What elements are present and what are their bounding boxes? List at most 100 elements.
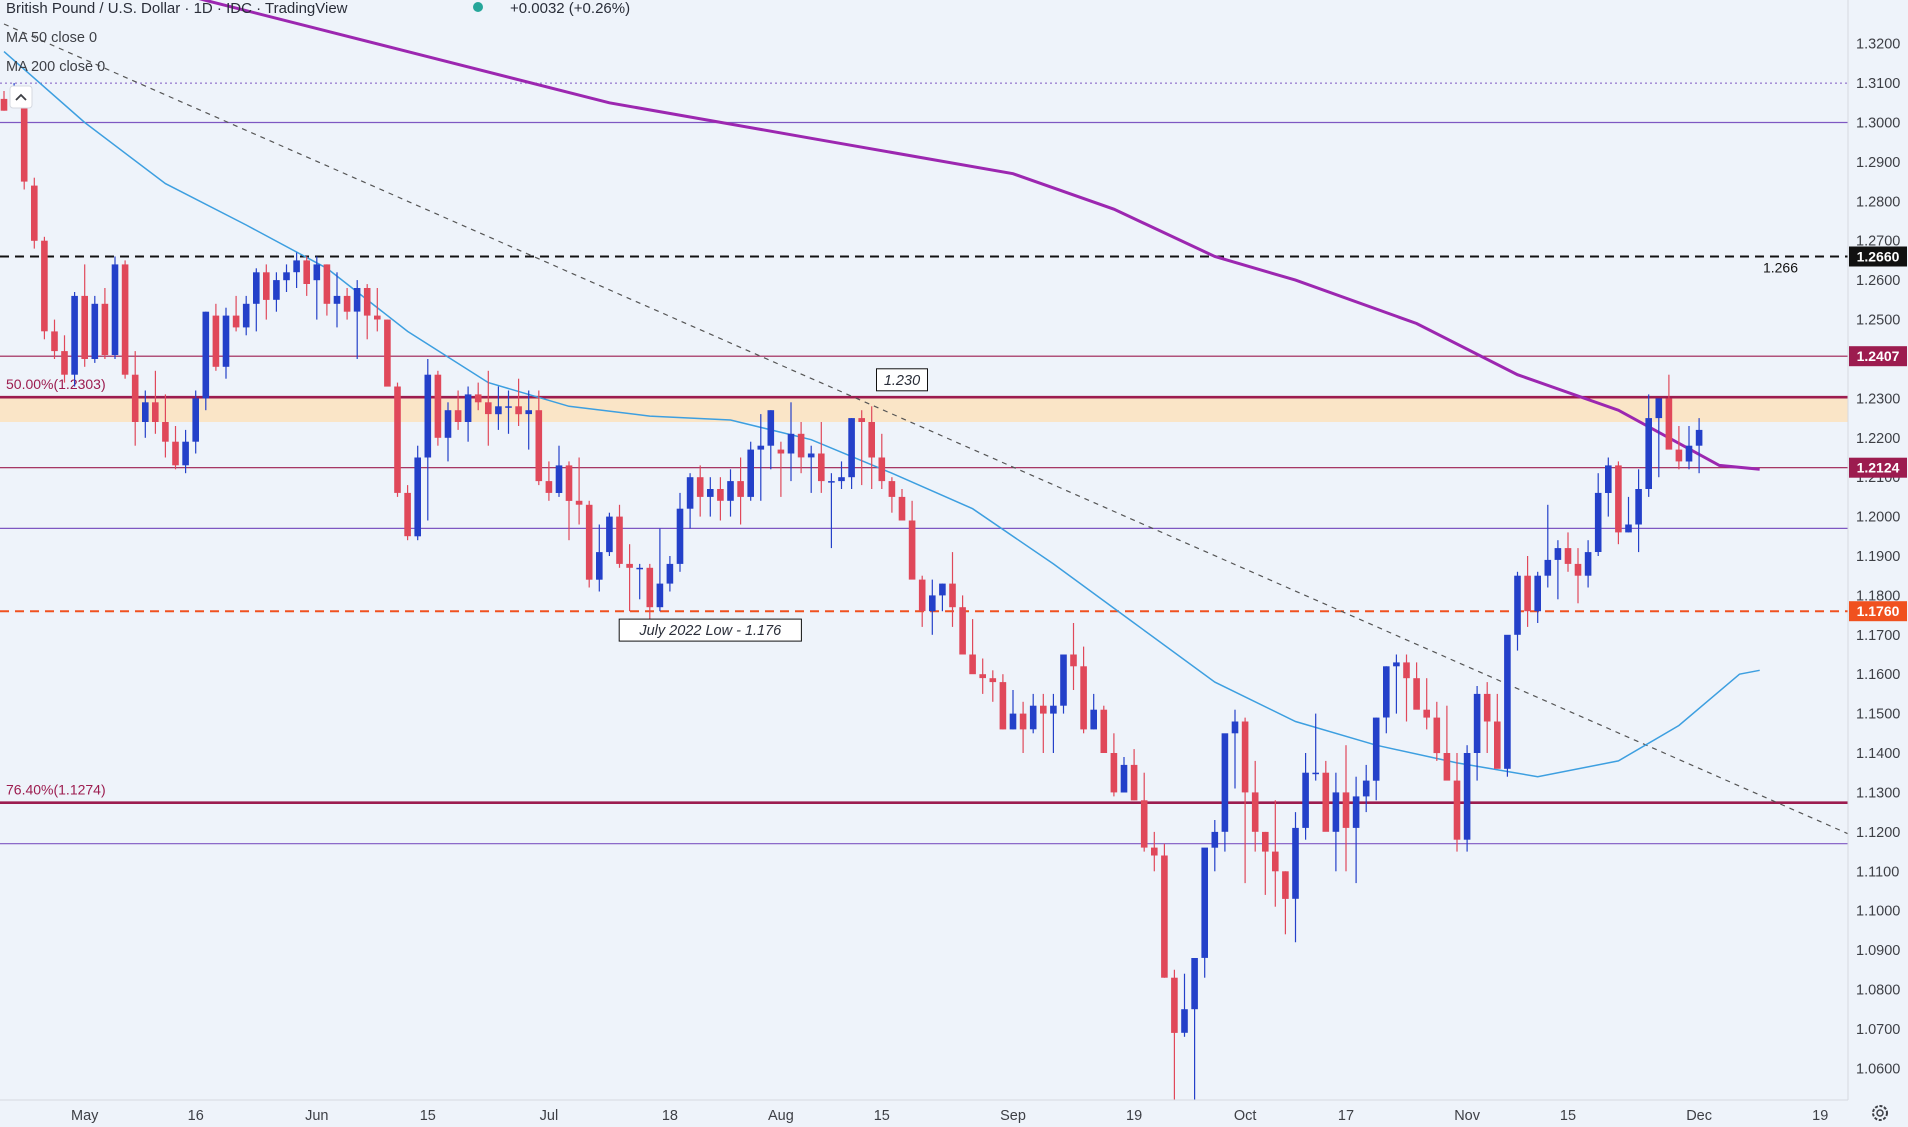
candle[interactable] [1302, 753, 1309, 840]
candle[interactable] [1211, 820, 1219, 872]
candle[interactable] [1393, 654, 1400, 714]
candle[interactable] [727, 469, 734, 517]
candle[interactable] [888, 477, 896, 513]
candle[interactable] [737, 457, 744, 525]
candle[interactable] [1383, 666, 1390, 734]
candle[interactable] [363, 284, 371, 340]
candle[interactable] [111, 256, 119, 360]
candle[interactable] [1231, 709, 1239, 789]
candle[interactable] [182, 429, 189, 474]
candle[interactable] [1352, 776, 1360, 884]
candle[interactable] [1685, 426, 1693, 470]
candle[interactable] [424, 359, 432, 521]
candle[interactable] [1504, 634, 1511, 777]
candle[interactable] [444, 402, 452, 462]
candle[interactable] [666, 556, 674, 592]
candle[interactable] [505, 390, 512, 434]
collapse-legend-button[interactable] [9, 85, 33, 109]
candle[interactable] [1524, 556, 1531, 627]
candle[interactable] [818, 422, 825, 493]
candle[interactable] [1241, 717, 1249, 884]
candle[interactable] [404, 485, 411, 541]
candle[interactable] [253, 268, 260, 332]
candle[interactable] [1453, 753, 1461, 852]
candle[interactable] [343, 288, 351, 320]
candle[interactable] [1615, 461, 1622, 545]
candle[interactable] [1060, 654, 1067, 714]
candle[interactable] [949, 552, 956, 627]
candle[interactable] [313, 256, 321, 320]
candle[interactable] [1695, 418, 1703, 474]
candle[interactable] [565, 461, 573, 541]
candle[interactable] [353, 280, 361, 359]
candle[interactable] [989, 670, 997, 702]
candle[interactable] [636, 563, 643, 600]
candle[interactable] [142, 390, 149, 438]
candle[interactable] [807, 445, 815, 493]
candle[interactable] [81, 264, 88, 367]
candle[interactable] [414, 445, 421, 541]
candle[interactable] [1635, 469, 1642, 553]
candle[interactable] [202, 311, 210, 411]
candle[interactable] [1140, 772, 1148, 852]
candle[interactable] [1423, 678, 1430, 730]
candle[interactable] [838, 461, 845, 489]
candle[interactable] [152, 370, 159, 434]
candle[interactable] [101, 288, 109, 359]
candle[interactable] [828, 473, 835, 549]
candle[interactable] [858, 410, 865, 486]
candle[interactable] [242, 295, 250, 336]
candle[interactable] [979, 658, 986, 694]
candle[interactable] [596, 524, 603, 592]
candle[interactable] [707, 477, 714, 517]
candle[interactable] [1463, 745, 1471, 852]
candle[interactable] [626, 544, 633, 612]
candle[interactable] [656, 528, 664, 612]
candle[interactable] [384, 319, 391, 387]
candle[interactable] [1120, 757, 1128, 793]
candle[interactable] [585, 500, 593, 588]
candle[interactable] [303, 256, 310, 296]
candle[interactable] [1050, 693, 1057, 753]
candle[interactable] [61, 335, 68, 383]
candle[interactable] [747, 441, 754, 501]
candle[interactable] [1040, 693, 1047, 753]
candle[interactable] [1372, 717, 1380, 801]
candle[interactable] [1483, 682, 1491, 753]
candle[interactable] [686, 473, 694, 529]
candle[interactable] [1191, 958, 1198, 1127]
candle[interactable] [1433, 701, 1441, 761]
candle[interactable] [374, 288, 381, 332]
candle[interactable] [848, 418, 855, 489]
candle[interactable] [1292, 812, 1299, 943]
ma50-legend-label[interactable]: MA 50 close 0 [6, 30, 97, 46]
candle[interactable] [939, 583, 946, 612]
candle[interactable] [434, 370, 442, 446]
candle[interactable] [777, 441, 785, 497]
candle[interactable] [1625, 496, 1632, 533]
candle[interactable] [676, 492, 684, 572]
candle[interactable] [1262, 831, 1269, 895]
candle[interactable] [1362, 764, 1370, 813]
ma200-legend-label[interactable]: MA 200 close 0 [6, 59, 105, 75]
candle[interactable] [1090, 693, 1097, 730]
candle[interactable] [1564, 532, 1572, 572]
candle[interactable] [535, 390, 543, 486]
candle[interactable] [646, 563, 654, 623]
candle[interactable] [606, 512, 613, 556]
candle[interactable] [1675, 426, 1683, 470]
candle[interactable] [333, 272, 341, 328]
candle[interactable] [1342, 745, 1350, 872]
candle[interactable] [545, 461, 553, 501]
candle[interactable] [1201, 847, 1208, 978]
candle[interactable] [31, 177, 38, 249]
candle[interactable] [898, 489, 906, 521]
candle[interactable] [515, 378, 522, 426]
time-axis[interactable]: May 16 Jun 15 Jul 18 Aug 15 Sep 19 Oct 17 Nov 15 Dec 19 [71, 1108, 1828, 1124]
candle[interactable] [1665, 374, 1673, 450]
candle[interactable] [918, 575, 926, 627]
candle[interactable] [969, 619, 976, 675]
candle[interactable] [485, 370, 492, 446]
candle[interactable] [1332, 772, 1340, 872]
